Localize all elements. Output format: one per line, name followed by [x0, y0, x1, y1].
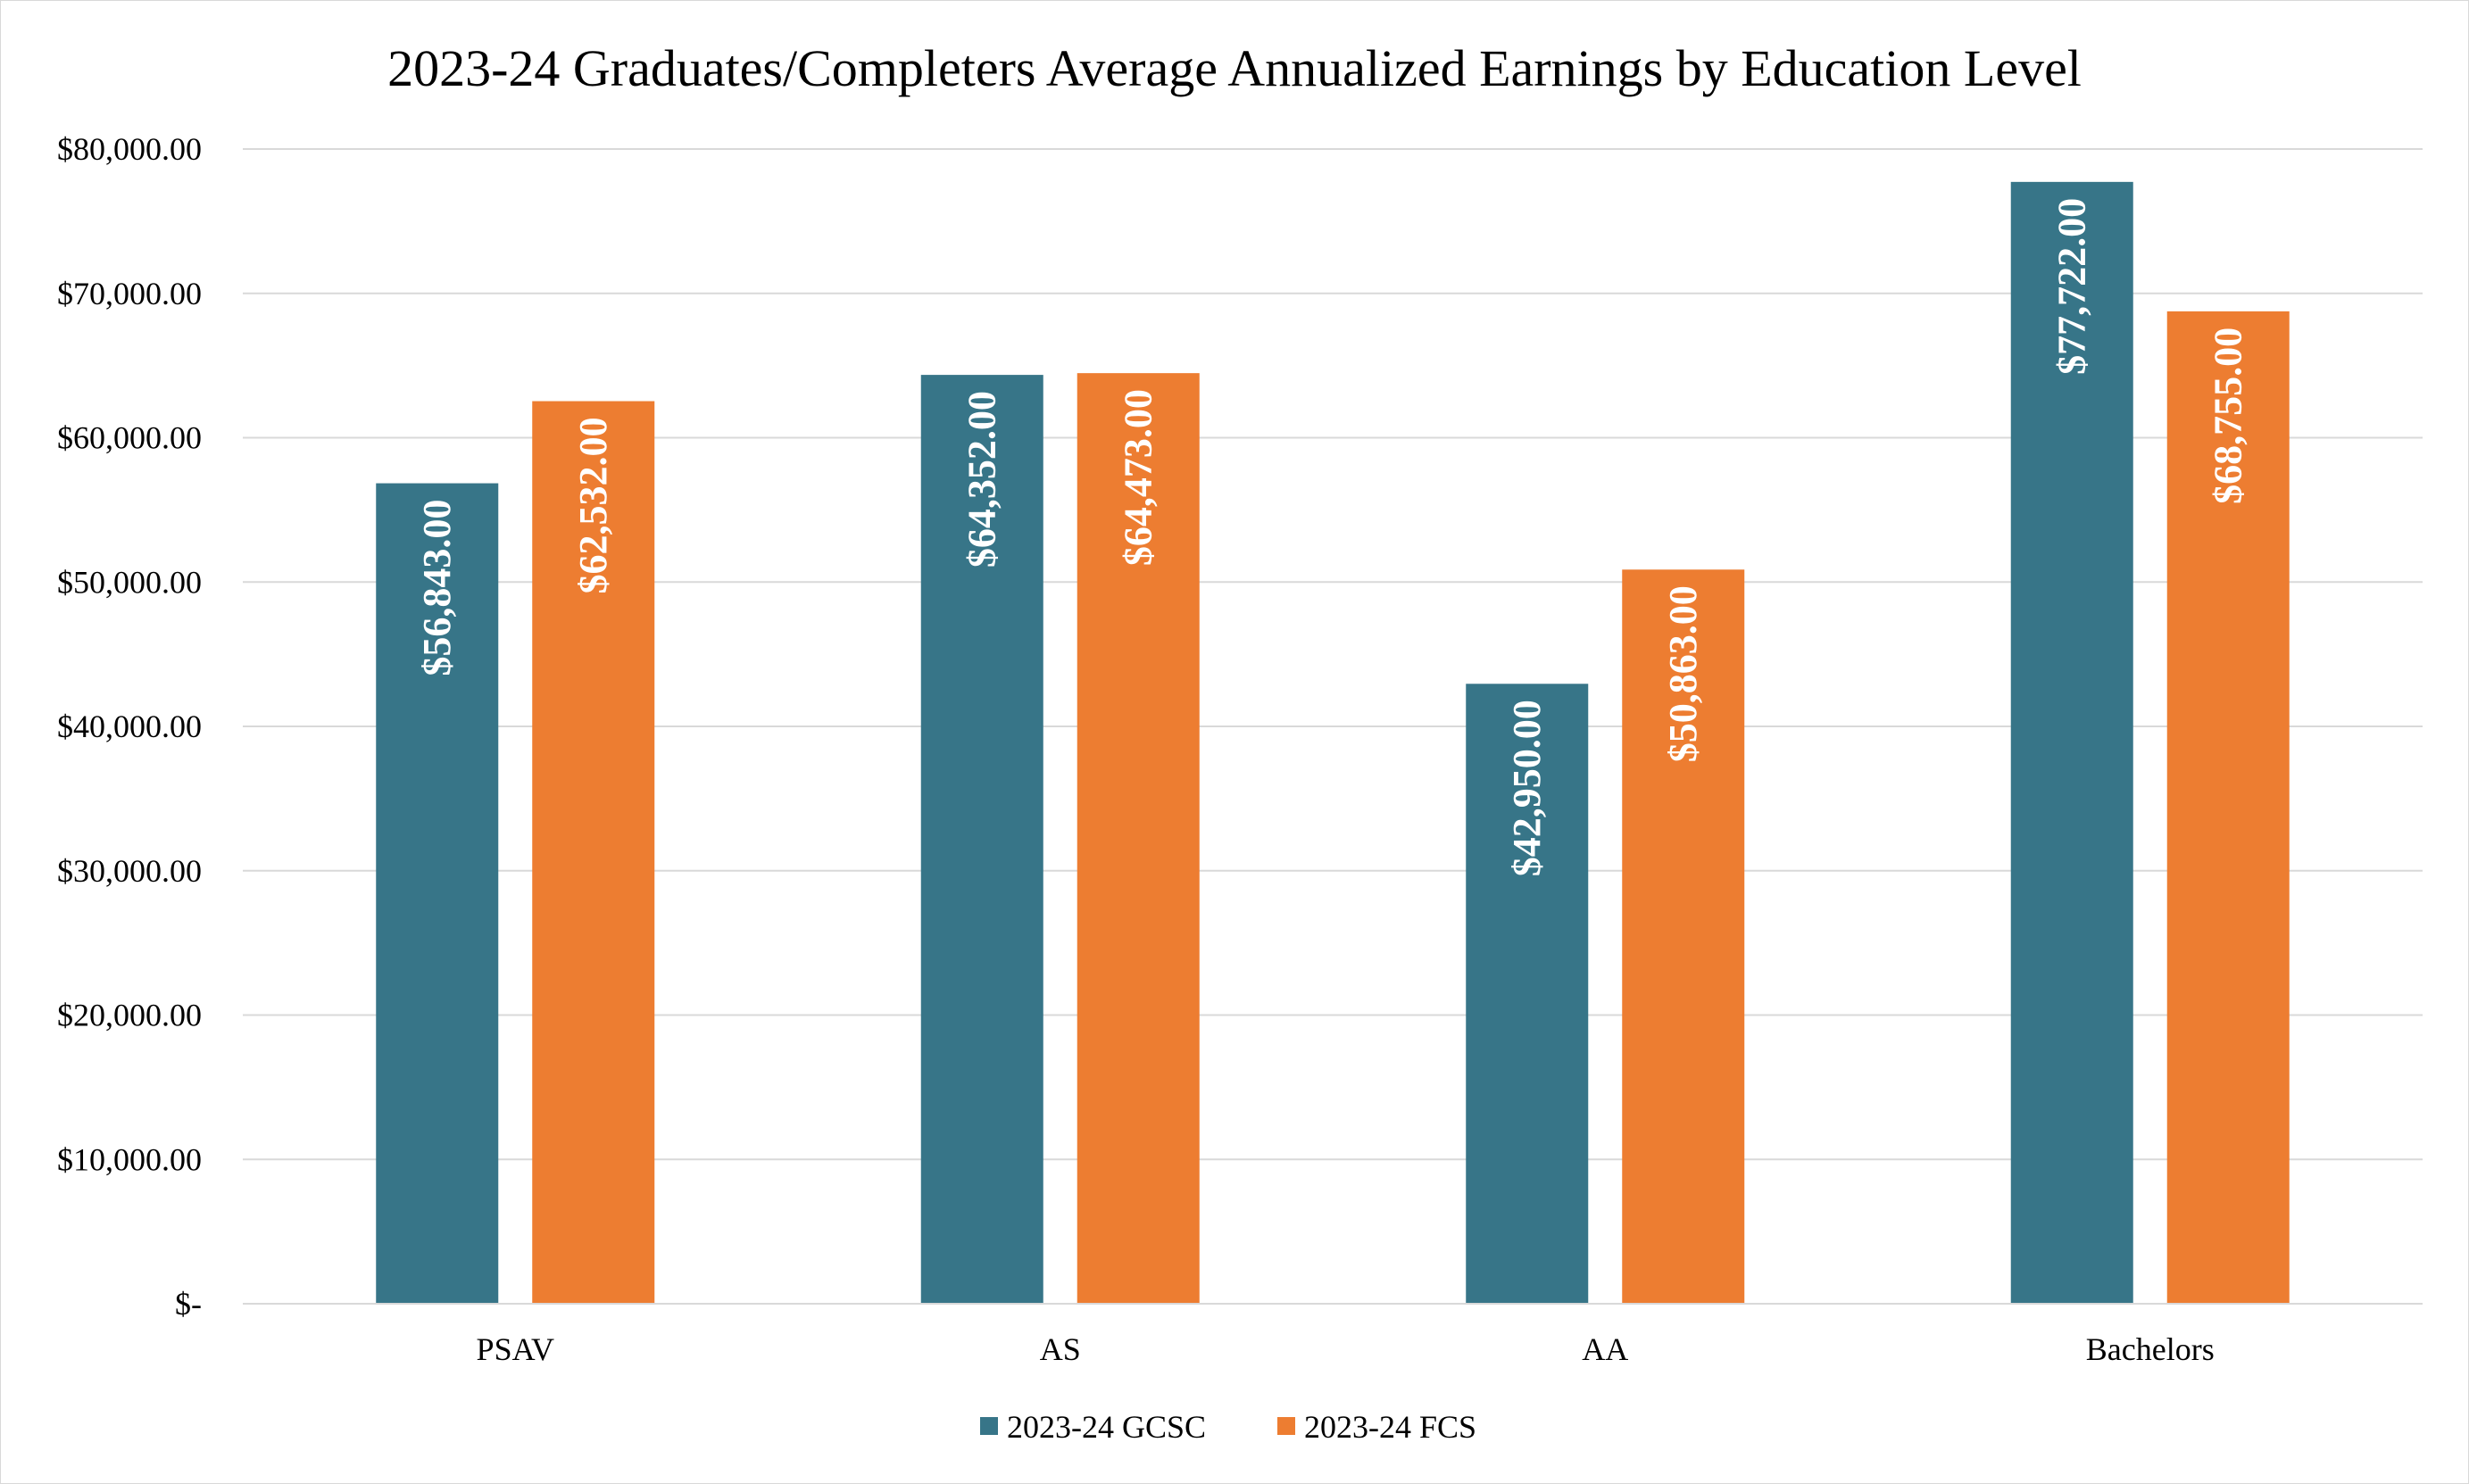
y-tick-label: $50,000.00: [57, 564, 202, 600]
bar-bachelors-series-2: [2166, 311, 2290, 1304]
y-tick-label: $60,000.00: [57, 420, 202, 456]
legend-swatch: [1277, 1417, 1295, 1435]
data-label: $64,352.00: [960, 391, 1004, 568]
legend-label: 2023-24 GCSC: [1007, 1409, 1206, 1445]
data-labels: $56,843.00 $62,532.00 $64,352.00 $64,473.00…: [415, 198, 2250, 876]
data-label: $64,473.00: [1117, 389, 1160, 566]
x-category-label: Bachelors: [2086, 1331, 2215, 1367]
bar-aa-series-2: [1622, 569, 1745, 1304]
data-label: $56,843.00: [415, 500, 459, 676]
bar-as-series-1: [920, 375, 1043, 1304]
y-axis-tick-labels: $- $10,000.00 $20,000.00 $30,000.00 $40,000.…: [57, 131, 202, 1322]
data-label: $77,722.00: [2050, 198, 2094, 375]
x-category-label: PSAV: [477, 1331, 554, 1367]
bar-as-series-2: [1077, 373, 1200, 1305]
data-label: $42,950.00: [1505, 700, 1549, 876]
legend: 2023-24 GCSC 2023-24 FCS: [980, 1409, 1476, 1445]
data-label: $62,532.00: [571, 418, 615, 594]
y-tick-label: $70,000.00: [57, 276, 202, 311]
y-tick-label: $40,000.00: [57, 709, 202, 744]
bar-bachelors-series-1: [2010, 181, 2133, 1304]
legend-label: 2023-24 FCS: [1304, 1409, 1476, 1445]
bar-aa-series-1: [1466, 684, 1589, 1304]
x-category-label: AA: [1582, 1331, 1628, 1367]
bars: [376, 181, 2290, 1305]
y-tick-label: $80,000.00: [57, 131, 202, 167]
legend-swatch: [980, 1417, 998, 1435]
y-tick-label: $20,000.00: [57, 998, 202, 1033]
y-tick-label: $30,000.00: [57, 853, 202, 889]
y-tick-label: $-: [175, 1286, 202, 1322]
data-label: $68,755.00: [2207, 327, 2250, 504]
x-category-label: AS: [1040, 1331, 1081, 1367]
y-tick-label: $10,000.00: [57, 1141, 202, 1177]
bar-psav-series-1: [376, 483, 499, 1304]
data-label: $50,863.00: [1661, 585, 1705, 762]
chart-title: 2023-24 Graduates/Completers Average Ann…: [387, 39, 2082, 97]
x-axis-category-labels: PSAV AS AA Bachelors: [477, 1331, 2215, 1367]
bar-psav-series-2: [532, 401, 655, 1304]
